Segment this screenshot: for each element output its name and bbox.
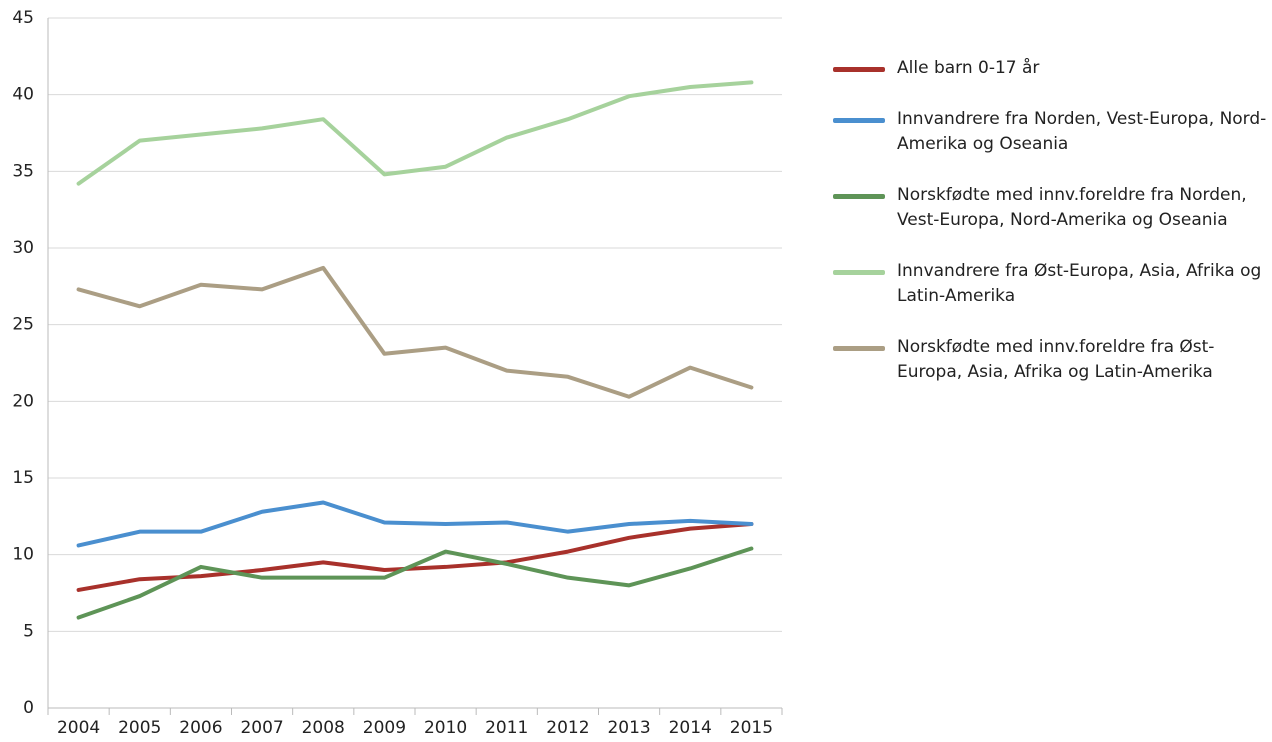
legend-label: Norskfødte med innv.foreldre fra Øst-Eur… bbox=[897, 337, 1215, 382]
legend-item: Alle barn 0-17 år bbox=[833, 56, 1267, 81]
x-tick-label: 2007 bbox=[240, 718, 283, 738]
legend-item: Norskfødte med innv.foreldre fra Øst-Eur… bbox=[833, 335, 1267, 385]
x-tick-label: 2004 bbox=[57, 718, 100, 738]
series-line bbox=[76, 80, 754, 186]
x-tick-label: 2013 bbox=[607, 718, 650, 738]
x-tick-label: 2012 bbox=[546, 718, 589, 738]
legend-label: Innvandrere fra Øst-Europa, Asia, Afrika… bbox=[897, 261, 1262, 306]
x-tick-label: 2011 bbox=[485, 718, 528, 738]
x-tick-label: 2009 bbox=[363, 718, 406, 738]
y-tick-label: 45 bbox=[12, 8, 34, 28]
legend: Alle barn 0-17 år Innvandrere fra Norden,… bbox=[833, 56, 1267, 385]
legend-label: Norskfødte med innv.foreldre fra Norden,… bbox=[897, 185, 1247, 230]
legend-swatch bbox=[833, 118, 885, 123]
legend-label: Innvandrere fra Norden, Vest-Europa, Nor… bbox=[897, 109, 1267, 154]
series-line bbox=[76, 265, 754, 399]
series-line bbox=[76, 500, 754, 548]
x-tick-label: 2008 bbox=[302, 718, 345, 738]
legend-item: Innvandrere fra Norden, Vest-Europa, Nor… bbox=[833, 107, 1267, 157]
legend-item: Innvandrere fra Øst-Europa, Asia, Afrika… bbox=[833, 259, 1267, 309]
legend-swatch bbox=[833, 194, 885, 199]
legend-swatch bbox=[833, 346, 885, 351]
y-tick-label: 30 bbox=[12, 238, 34, 258]
x-tick-label: 2015 bbox=[730, 718, 773, 738]
series-line bbox=[76, 546, 754, 620]
legend-swatch bbox=[833, 270, 885, 275]
y-tick-label: 35 bbox=[12, 161, 34, 181]
y-tick-label: 10 bbox=[12, 545, 34, 565]
y-tick-label: 5 bbox=[23, 621, 34, 641]
x-tick-label: 2005 bbox=[118, 718, 161, 738]
x-tick-label: 2014 bbox=[669, 718, 712, 738]
y-tick-label: 40 bbox=[12, 85, 34, 105]
y-tick-label: 0 bbox=[23, 698, 34, 718]
series-line bbox=[76, 522, 754, 592]
y-tick-label: 20 bbox=[12, 391, 34, 411]
y-tick-label: 25 bbox=[12, 315, 34, 335]
x-tick-label: 2006 bbox=[179, 718, 222, 738]
y-tick-label: 15 bbox=[12, 468, 34, 488]
x-tick-label: 2010 bbox=[424, 718, 467, 738]
legend-item: Norskfødte med innv.foreldre fra Norden,… bbox=[833, 183, 1267, 233]
legend-label: Alle barn 0-17 år bbox=[897, 58, 1040, 78]
legend-swatch bbox=[833, 67, 885, 72]
